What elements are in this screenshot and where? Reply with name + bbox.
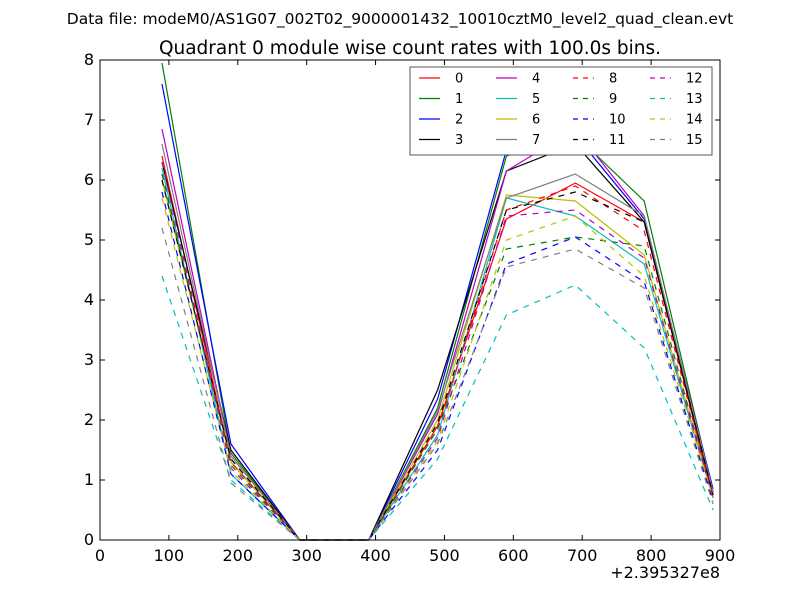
legend-label-2: 2 xyxy=(455,113,463,128)
y-tick-label: 8 xyxy=(84,50,94,69)
y-tick-label: 5 xyxy=(84,230,94,249)
y-tick-label: 7 xyxy=(84,110,94,129)
x-tick-label: 800 xyxy=(636,546,667,565)
legend-label-12: 12 xyxy=(686,72,703,87)
x-tick-label: 100 xyxy=(154,546,185,565)
series-line-10 xyxy=(161,191,714,541)
series-line-2 xyxy=(161,83,714,541)
x-tick-label: 600 xyxy=(498,546,529,565)
x-tick-label: 900 xyxy=(705,546,736,565)
legend-label-13: 13 xyxy=(686,92,703,107)
series-line-1 xyxy=(161,62,714,541)
legend-label-11: 11 xyxy=(609,133,626,148)
series-line-14 xyxy=(161,197,714,541)
legend-label-1: 1 xyxy=(455,92,463,107)
datafile-header: Data file: modeM0/AS1G07_002T02_90000014… xyxy=(67,10,733,29)
legend-label-8: 8 xyxy=(609,72,617,87)
legend-box xyxy=(409,66,713,156)
series-line-13 xyxy=(161,275,714,541)
y-tick-label: 2 xyxy=(84,410,94,429)
series-line-12 xyxy=(161,161,714,541)
y-tick-label: 6 xyxy=(84,170,94,189)
y-tick-label: 3 xyxy=(84,350,94,369)
x-offset-label: +2.395327e8 xyxy=(610,563,720,582)
legend-label-14: 14 xyxy=(686,113,703,128)
series-line-3 xyxy=(161,143,714,541)
legend-label-6: 6 xyxy=(532,113,540,128)
legend-label-4: 4 xyxy=(532,72,540,87)
legend-label-10: 10 xyxy=(609,113,626,128)
series-line-7 xyxy=(161,143,714,541)
legend-label-7: 7 xyxy=(532,133,540,148)
x-tick-label: 400 xyxy=(360,546,391,565)
x-tick-label: 300 xyxy=(291,546,322,565)
legend-label-0: 0 xyxy=(455,72,463,87)
legend-label-9: 9 xyxy=(609,92,617,107)
legend-label-15: 15 xyxy=(686,133,703,148)
plot-series-group xyxy=(161,62,714,541)
y-tick-label: 0 xyxy=(84,530,94,549)
x-tick-label: 500 xyxy=(429,546,460,565)
series-line-9 xyxy=(161,173,714,541)
legend-label-5: 5 xyxy=(532,92,540,107)
x-tick-label: 0 xyxy=(95,546,105,565)
x-tick-label: 200 xyxy=(223,546,254,565)
y-tick-label: 4 xyxy=(84,290,94,309)
series-line-6 xyxy=(161,179,714,541)
y-tick-label: 1 xyxy=(84,470,94,489)
series-line-15 xyxy=(161,227,714,541)
legend-label-3: 3 xyxy=(455,133,463,148)
series-line-5 xyxy=(161,167,714,541)
x-tick-label: 700 xyxy=(567,546,598,565)
chart-title: Quadrant 0 module wise count rates with … xyxy=(159,38,661,59)
